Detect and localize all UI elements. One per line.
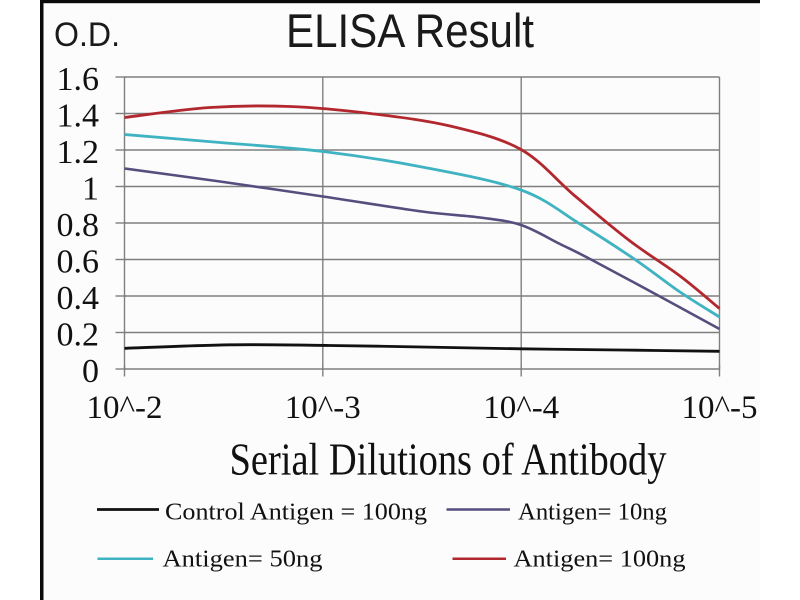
svg-text:0: 0 [82,353,99,390]
svg-text:0.2: 0.2 [57,317,100,354]
svg-text:Antigen= 100ng: Antigen= 100ng [514,546,686,573]
svg-text:10^-4: 10^-4 [483,390,559,426]
svg-text:1.2: 1.2 [57,134,100,171]
svg-text:Serial Dilutions of Antibody: Serial Dilutions of Antibody [230,434,667,485]
svg-text:0.6: 0.6 [57,244,100,281]
svg-text:0.4: 0.4 [57,280,100,317]
svg-text:1: 1 [82,171,99,208]
svg-text:1.4: 1.4 [57,98,100,135]
svg-text:1.6: 1.6 [57,61,100,98]
svg-text:O.D.: O.D. [54,16,120,54]
svg-text:0.8: 0.8 [57,207,100,244]
svg-text:10^-3: 10^-3 [285,390,361,426]
svg-text:Control Antigen = 100ng: Control Antigen = 100ng [165,498,427,525]
svg-text:Antigen= 10ng: Antigen= 10ng [518,498,667,525]
svg-text:10^-5: 10^-5 [682,390,758,426]
svg-text:10^-2: 10^-2 [87,390,163,426]
svg-text:Antigen= 50ng: Antigen= 50ng [163,546,323,573]
svg-text:ELISA Result: ELISA Result [286,4,534,57]
